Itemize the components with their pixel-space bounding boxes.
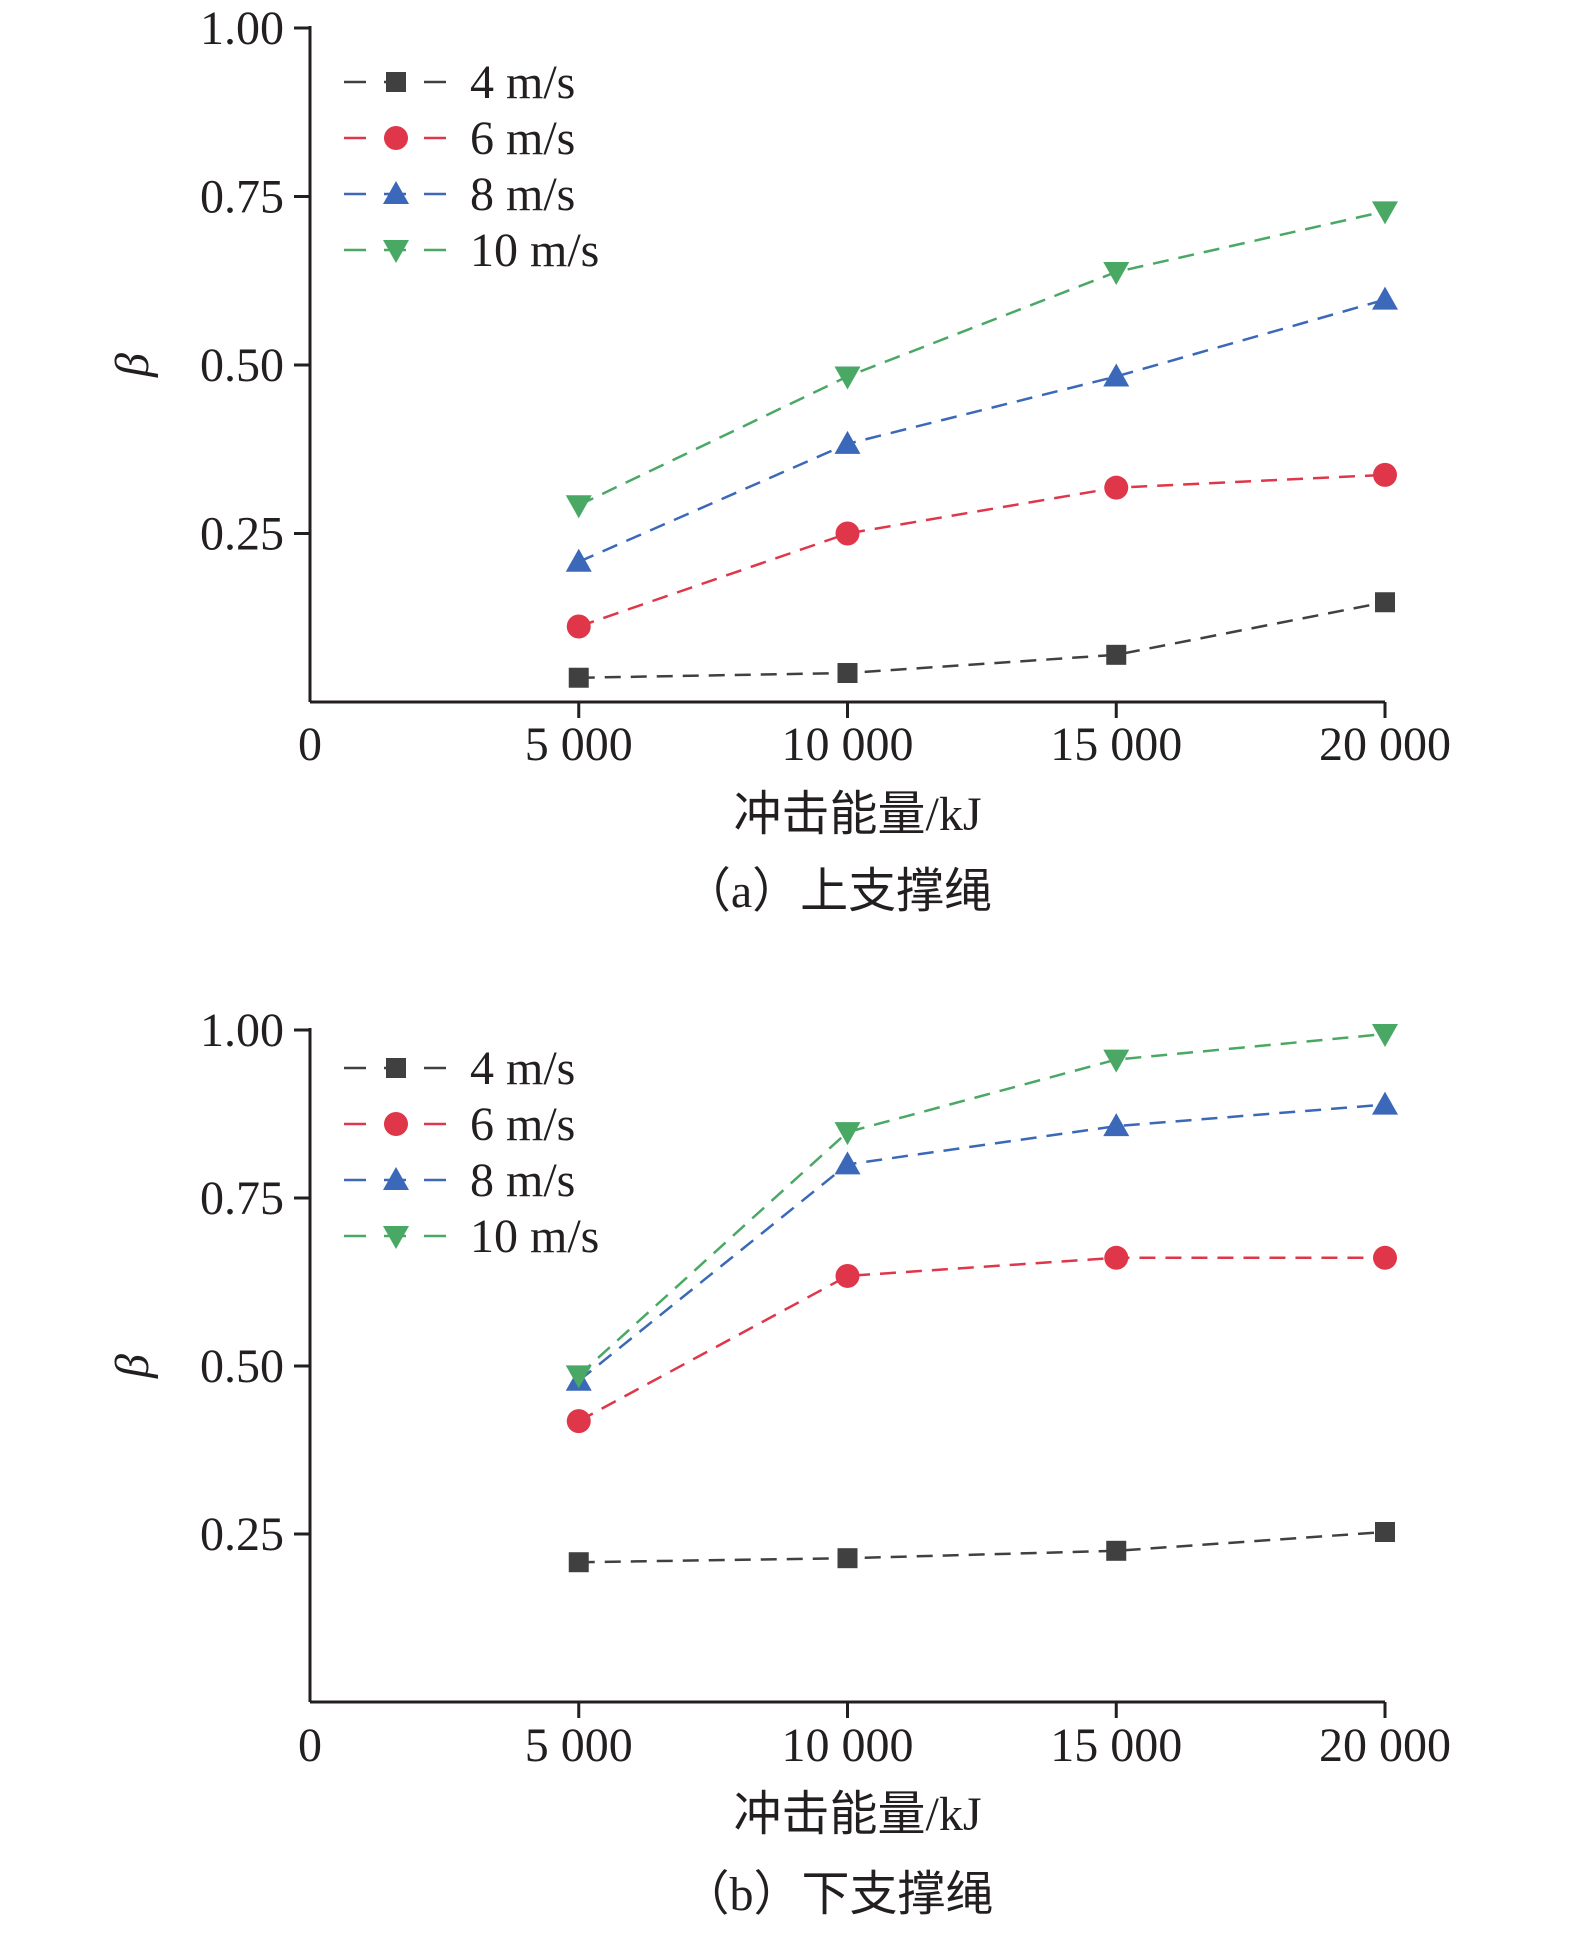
data-point (568, 1552, 589, 1573)
data-point (835, 521, 860, 546)
x-tick-label: 10 000 (782, 1719, 914, 1772)
y-tick-label: 0.50 (200, 339, 284, 392)
data-point (1373, 1245, 1397, 1270)
data-point (1372, 1024, 1398, 1048)
y-tick-label: 1.00 (200, 2, 284, 55)
data-point (565, 1365, 592, 1389)
y-tick-label: 0.25 (200, 1508, 284, 1561)
legend-label: 10 m/s (470, 224, 599, 277)
data-point (568, 667, 589, 688)
legend-label: 10 m/s (470, 1210, 599, 1263)
x-tick-label: 5 000 (525, 718, 633, 771)
data-point (1375, 1521, 1395, 1542)
data-point (566, 614, 591, 639)
data-point (837, 1548, 858, 1569)
data-point (1103, 1113, 1130, 1137)
series-line (578, 601, 1386, 679)
legend: 4 m/s6 m/s8 m/s10 m/s (342, 56, 599, 277)
series-line (578, 1530, 1386, 1564)
series-line (577, 1103, 1386, 1382)
y-axis-label: β (106, 1354, 159, 1379)
series-line (577, 1032, 1386, 1377)
x-tick-label: 15 000 (1050, 1719, 1182, 1772)
data-point (834, 430, 861, 454)
data-point (1103, 261, 1130, 285)
series-line (578, 210, 1386, 507)
legend-label: 6 m/s (470, 1098, 575, 1151)
legend-marker (384, 1112, 408, 1136)
data-point (1104, 1245, 1129, 1270)
data-point (1103, 1049, 1130, 1073)
legend-marker (386, 72, 406, 92)
legend-marker (384, 126, 408, 150)
data-point (834, 1151, 861, 1175)
data-point (834, 1122, 861, 1146)
chart-upper-rope: 0.25 0.50 0.75 1.00 0 5 000 10 000 15 000 20 000… (106, 2, 1451, 918)
data-point (1372, 1091, 1398, 1115)
legend-marker (386, 1058, 406, 1078)
x-tick-label: 15 000 (1050, 718, 1182, 771)
data-point (1372, 286, 1398, 310)
y-axis-label: β (106, 353, 159, 378)
data-point (1104, 475, 1129, 500)
y-tick-label: 0.75 (200, 1172, 284, 1225)
figure-caption: （b）下支撑绳 (681, 1868, 993, 1921)
x-tick-label: 0 (298, 1719, 322, 1772)
legend-label: 4 m/s (470, 56, 575, 109)
x-tick-label: 0 (298, 718, 322, 771)
legend-marker (383, 240, 409, 263)
legend-marker (383, 1167, 409, 1190)
x-axis-label: 冲击能量/kJ (733, 788, 981, 841)
legend-label: 8 m/s (470, 168, 575, 221)
x-tick-label: 20 000 (1319, 1719, 1451, 1772)
data-point (1106, 1540, 1127, 1561)
figure-caption: （a）上支撑绳 (683, 865, 992, 918)
x-tick-label: 5 000 (525, 1719, 633, 1772)
data-point (835, 1263, 860, 1288)
data-point (565, 495, 592, 519)
data-point (834, 366, 861, 390)
legend-marker (383, 1226, 409, 1249)
x-tick-label: 20 000 (1319, 718, 1451, 771)
y-tick-label: 0.50 (200, 1340, 284, 1393)
x-tick-label: 10 000 (782, 718, 914, 771)
data-point (1372, 201, 1398, 225)
data-point (837, 663, 858, 684)
data-point (1373, 462, 1397, 487)
series-line (578, 298, 1386, 563)
data-point (565, 548, 592, 572)
y-tick-label: 1.00 (200, 1004, 284, 1057)
legend-marker (383, 181, 409, 204)
series-line (578, 473, 1386, 628)
data-point (566, 1409, 591, 1434)
data-point (1106, 644, 1127, 665)
legend-label: 8 m/s (470, 1154, 575, 1207)
y-tick-label: 0.75 (200, 171, 284, 224)
data-point (1375, 592, 1395, 613)
x-axis-label: 冲击能量/kJ (733, 1788, 981, 1841)
y-tick-label: 0.25 (200, 508, 284, 561)
legend-label: 4 m/s (470, 1042, 575, 1095)
data-point (1103, 363, 1130, 387)
legend: 4 m/s6 m/s8 m/s10 m/s (342, 1042, 599, 1263)
legend-label: 6 m/s (470, 112, 575, 165)
chart-lower-rope: 0.25 0.50 0.75 1.00 0 5 000 10 000 15 000 20 000… (106, 1004, 1451, 1921)
series-line (578, 1256, 1385, 1423)
